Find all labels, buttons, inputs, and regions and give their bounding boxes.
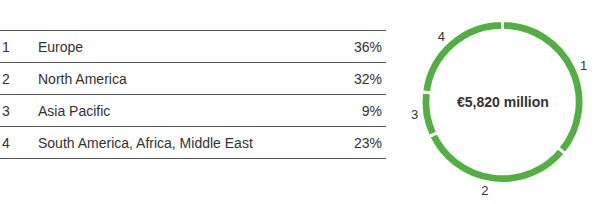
html-text:4: 4	[2, 134, 10, 151]
svg-text:3: 3	[411, 107, 418, 122]
html-text:1: 1	[2, 38, 10, 55]
html-text:2: 2	[2, 70, 10, 87]
svg-text:2: 2	[481, 183, 488, 198]
html-text:North America: North America	[38, 70, 127, 87]
html-text:Europe: Europe	[38, 38, 84, 55]
html-text:9%: 9%	[361, 102, 382, 119]
svg-text:€5,820 million: €5,820 million	[457, 94, 549, 110]
html-text:Asia Pacific: Asia Pacific	[38, 102, 111, 119]
html-text:36%: 36%	[354, 38, 382, 55]
svg-text:1: 1	[580, 58, 587, 73]
html-text:23%: 23%	[354, 134, 382, 151]
svg-text:4: 4	[438, 29, 445, 44]
html-text:South America, Africa, Middle: South America, Africa, Middle East	[38, 134, 253, 151]
html-text:3: 3	[2, 102, 10, 119]
html-text:32%: 32%	[354, 70, 382, 87]
